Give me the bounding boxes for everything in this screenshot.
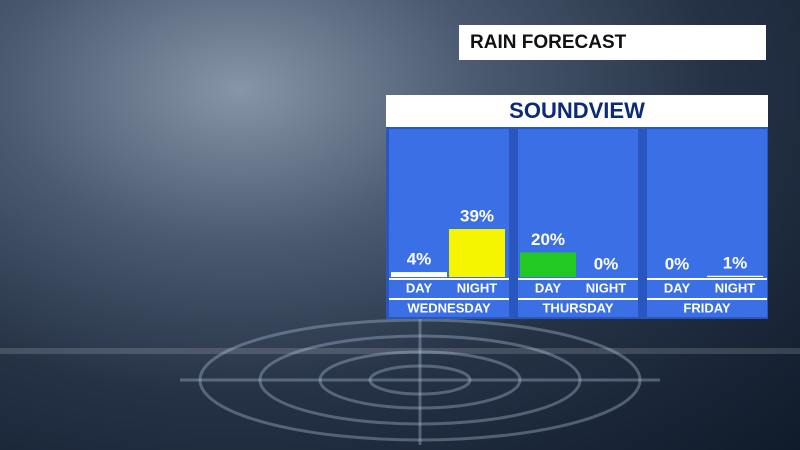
bar <box>391 272 447 277</box>
category-label: NIGHT <box>586 280 627 295</box>
bar <box>449 229 505 277</box>
category-label: NIGHT <box>715 280 756 295</box>
value-label: 0% <box>594 254 619 273</box>
category-label: DAY <box>664 280 691 295</box>
plot: WEDNESDAY DAY 4% NIGHT 39% THURSDAY DAY 20% NIGH… <box>389 129 767 317</box>
value-label: 1% <box>723 253 748 272</box>
title-box <box>459 25 766 60</box>
value-label: 39% <box>460 207 494 226</box>
chart-title: RAIN FORECAST <box>470 32 627 53</box>
value-label: 0% <box>665 254 690 273</box>
light-streak <box>0 348 800 354</box>
bar <box>520 252 576 277</box>
chart-subtitle: SOUNDVIEW <box>509 98 645 123</box>
group-label: WEDNESDAY <box>407 300 491 315</box>
bar <box>707 275 763 277</box>
day-panel <box>389 129 509 317</box>
subtitle-box <box>386 95 768 127</box>
category-label: NIGHT <box>457 280 498 295</box>
category-label: DAY <box>535 280 562 295</box>
category-label: DAY <box>406 280 433 295</box>
radar-decoration <box>180 315 660 445</box>
group-label: FRIDAY <box>683 300 731 315</box>
day-panel <box>647 129 767 317</box>
value-label: 4% <box>407 250 432 269</box>
value-label: 20% <box>531 230 565 249</box>
group-label: THURSDAY <box>542 300 613 315</box>
day-panel <box>518 129 638 317</box>
